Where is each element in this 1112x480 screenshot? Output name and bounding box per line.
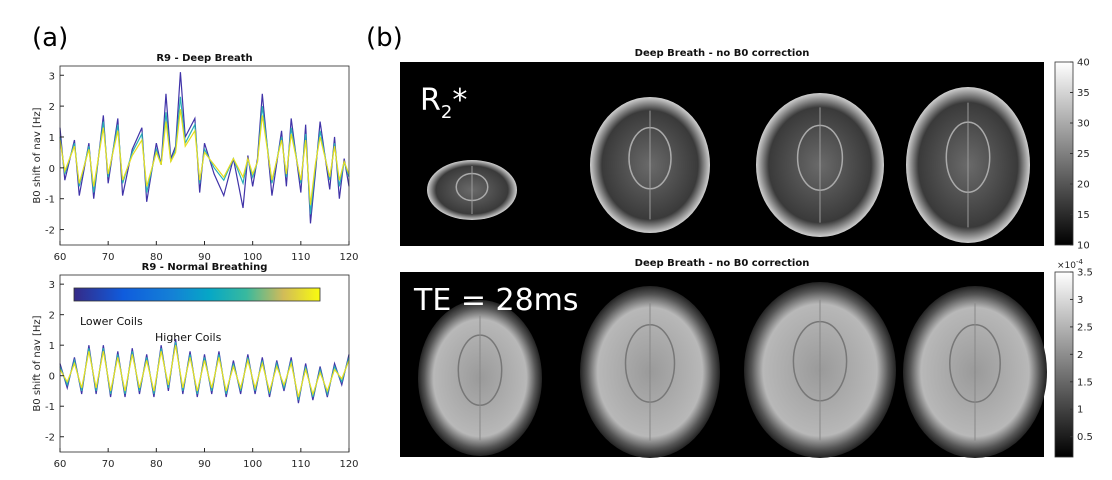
y-tick-label: 2 [49, 311, 55, 322]
colorbar-tick-label: 2.5 [1077, 322, 1093, 333]
y-tick-label: 0 [49, 164, 55, 175]
x-tick-label: 120 [339, 252, 358, 263]
label-part: * [452, 83, 467, 118]
y-tick-label: 3 [49, 280, 55, 291]
panel-label: (a) [32, 23, 68, 53]
chart-title: R9 - Normal Breathing [142, 262, 268, 273]
panel-label: (b) [366, 23, 403, 53]
x-tick-label: 110 [291, 459, 310, 470]
colorbar-tick-label: 0.5 [1077, 432, 1093, 443]
series-line [59, 109, 350, 205]
y-axis-label: B0 shift of nav [Hz] [32, 315, 43, 411]
x-tick-label: 110 [291, 252, 310, 263]
label-part: 2 [441, 102, 452, 123]
colorbar-tick-label: 3 [1077, 295, 1083, 306]
coil-colorbar [73, 287, 321, 302]
x-tick-label: 100 [243, 459, 262, 470]
x-tick-label: 90 [198, 252, 211, 263]
x-tick-label: 60 [54, 459, 67, 470]
x-tick-label: 70 [102, 252, 115, 263]
y-tick-label: -2 [45, 433, 55, 444]
annotation: Higher Coils [155, 331, 222, 344]
y-tick-label: 1 [49, 341, 55, 352]
x-tick-label: 90 [198, 459, 211, 470]
y-axis-label: B0 shift of nav [Hz] [32, 107, 43, 203]
y-tick-label: -2 [45, 226, 55, 237]
colorbar-exponent: ×10-4 [1057, 258, 1084, 271]
colorbar-tick-label: 40 [1077, 58, 1090, 69]
y-tick-label: -1 [45, 402, 55, 413]
x-tick-label: 80 [150, 252, 163, 263]
x-tick-label: 100 [243, 252, 262, 263]
colorbar-tick-label: 2 [1077, 350, 1083, 361]
colorbar-tick-label: 3.5 [1077, 268, 1093, 279]
image-title: Deep Breath - no B0 correction [635, 48, 810, 59]
x-tick-label: 120 [339, 459, 358, 470]
series-line [59, 345, 350, 398]
label-part: R [420, 83, 441, 118]
colorbar-tick-label: 20 [1077, 180, 1090, 191]
y-tick-label: 2 [49, 102, 55, 113]
y-tick-label: -1 [45, 195, 55, 206]
chart-title: R9 - Deep Breath [156, 53, 252, 64]
label-part: TE = 28ms [413, 283, 579, 318]
exponent-power: -4 [1076, 258, 1084, 266]
image-title: Deep Breath - no B0 correction [635, 258, 810, 269]
colorbar [1054, 271, 1074, 458]
image-label: R2* [420, 83, 467, 123]
colorbar-tick-label: 15 [1077, 210, 1090, 221]
colorbar-tick-label: 1.5 [1077, 377, 1093, 388]
plot-area [60, 275, 349, 452]
y-tick-label: 1 [49, 133, 55, 144]
colorbar-tick-label: 10 [1077, 241, 1090, 252]
image-label: TE = 28ms [413, 283, 579, 318]
x-tick-label: 70 [102, 459, 115, 470]
colorbar-tick-label: 1 [1077, 405, 1083, 416]
exponent-base: ×10 [1057, 261, 1076, 271]
colorbar-tick-label: 30 [1077, 119, 1090, 130]
y-tick-label: 3 [49, 71, 55, 82]
x-tick-label: 60 [54, 252, 67, 263]
colorbar-tick-label: 25 [1077, 149, 1090, 160]
y-tick-label: 0 [49, 372, 55, 383]
x-tick-label: 80 [150, 459, 163, 470]
colorbar-tick-label: 35 [1077, 88, 1090, 99]
annotation: Lower Coils [80, 315, 143, 328]
